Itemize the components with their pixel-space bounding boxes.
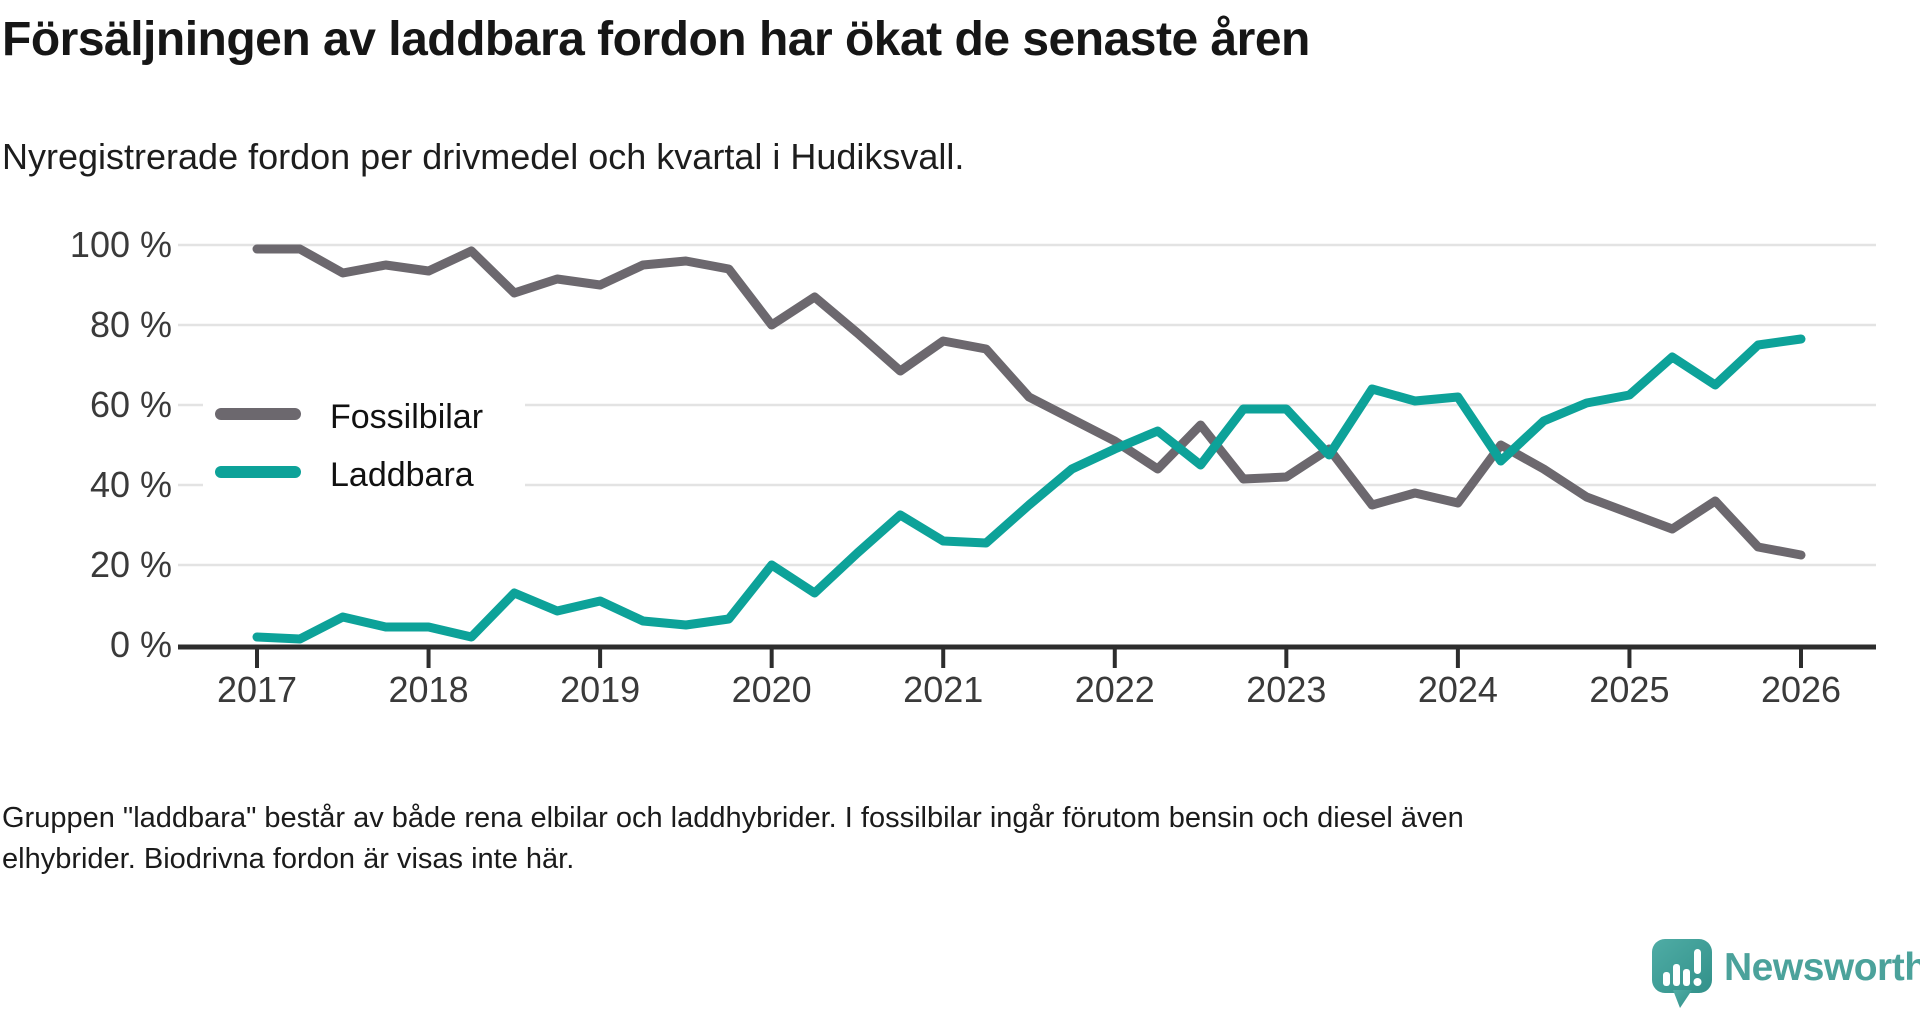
- logo-bubble-tail: [1673, 990, 1692, 1008]
- x-axis-label-2021: 2021: [903, 669, 984, 710]
- x-axis-label-2020: 2020: [731, 669, 812, 710]
- laddbara-swatch: [215, 466, 301, 478]
- x-axis-label-2019: 2019: [560, 669, 641, 710]
- logo-bar-2: [1673, 964, 1680, 986]
- x-axis-label-2026: 2026: [1760, 669, 1842, 710]
- y-axis-label-60: 60 %: [89, 384, 172, 425]
- x-axis-label-2022: 2022: [1074, 669, 1155, 710]
- y-axis-label-80: 80 %: [89, 304, 172, 345]
- logo-bar-1: [1663, 972, 1670, 986]
- y-axis-label-40: 40 %: [89, 464, 172, 505]
- newsworthy-logo-text: Newsworthy: [1724, 946, 1920, 989]
- logo-bar-3: [1683, 969, 1690, 986]
- y-axis-label-20: 20 %: [89, 544, 172, 585]
- y-axis-label-100: 100 %: [69, 224, 172, 265]
- fossilbilar-line: [252, 244, 1806, 560]
- x-axis-label-2018: 2018: [388, 669, 469, 710]
- newsworthy-logo-icon: [1652, 939, 1712, 1008]
- legend-label-fossilbilar: Fossilbilar: [330, 398, 484, 436]
- page-title: Försäljningen av laddbara fordon har öka…: [2, 13, 1310, 66]
- legend-label-laddbara: Laddbara: [330, 456, 474, 494]
- logo-exclamation-dot: [1693, 978, 1702, 986]
- legend-background: [203, 386, 525, 506]
- laddbara-line: [252, 334, 1806, 644]
- newsworthy-logo: Newsworthy: [1650, 938, 1920, 1008]
- logo-exclamation-bar: [1694, 949, 1701, 974]
- footnote-line-2: elhybrider. Biodrivna fordon är visas in…: [2, 843, 575, 875]
- x-axis-label-2024: 2024: [1417, 669, 1498, 710]
- fossilbilar-swatch: [215, 408, 301, 420]
- x-axis-label-2017: 2017: [216, 669, 298, 710]
- x-axis-label-2023: 2023: [1246, 669, 1327, 710]
- chart-footnote: Gruppen "laddbara" består av både rena e…: [2, 798, 1464, 880]
- y-axis-label-0: 0 %: [109, 624, 172, 665]
- footnote-line-1: Gruppen "laddbara" består av både rena e…: [2, 802, 1464, 834]
- chart-subtitle: Nyregistrerade fordon per drivmedel och …: [2, 136, 965, 177]
- x-axis-label-2025: 2025: [1589, 669, 1670, 710]
- logo-bubble: [1652, 939, 1712, 993]
